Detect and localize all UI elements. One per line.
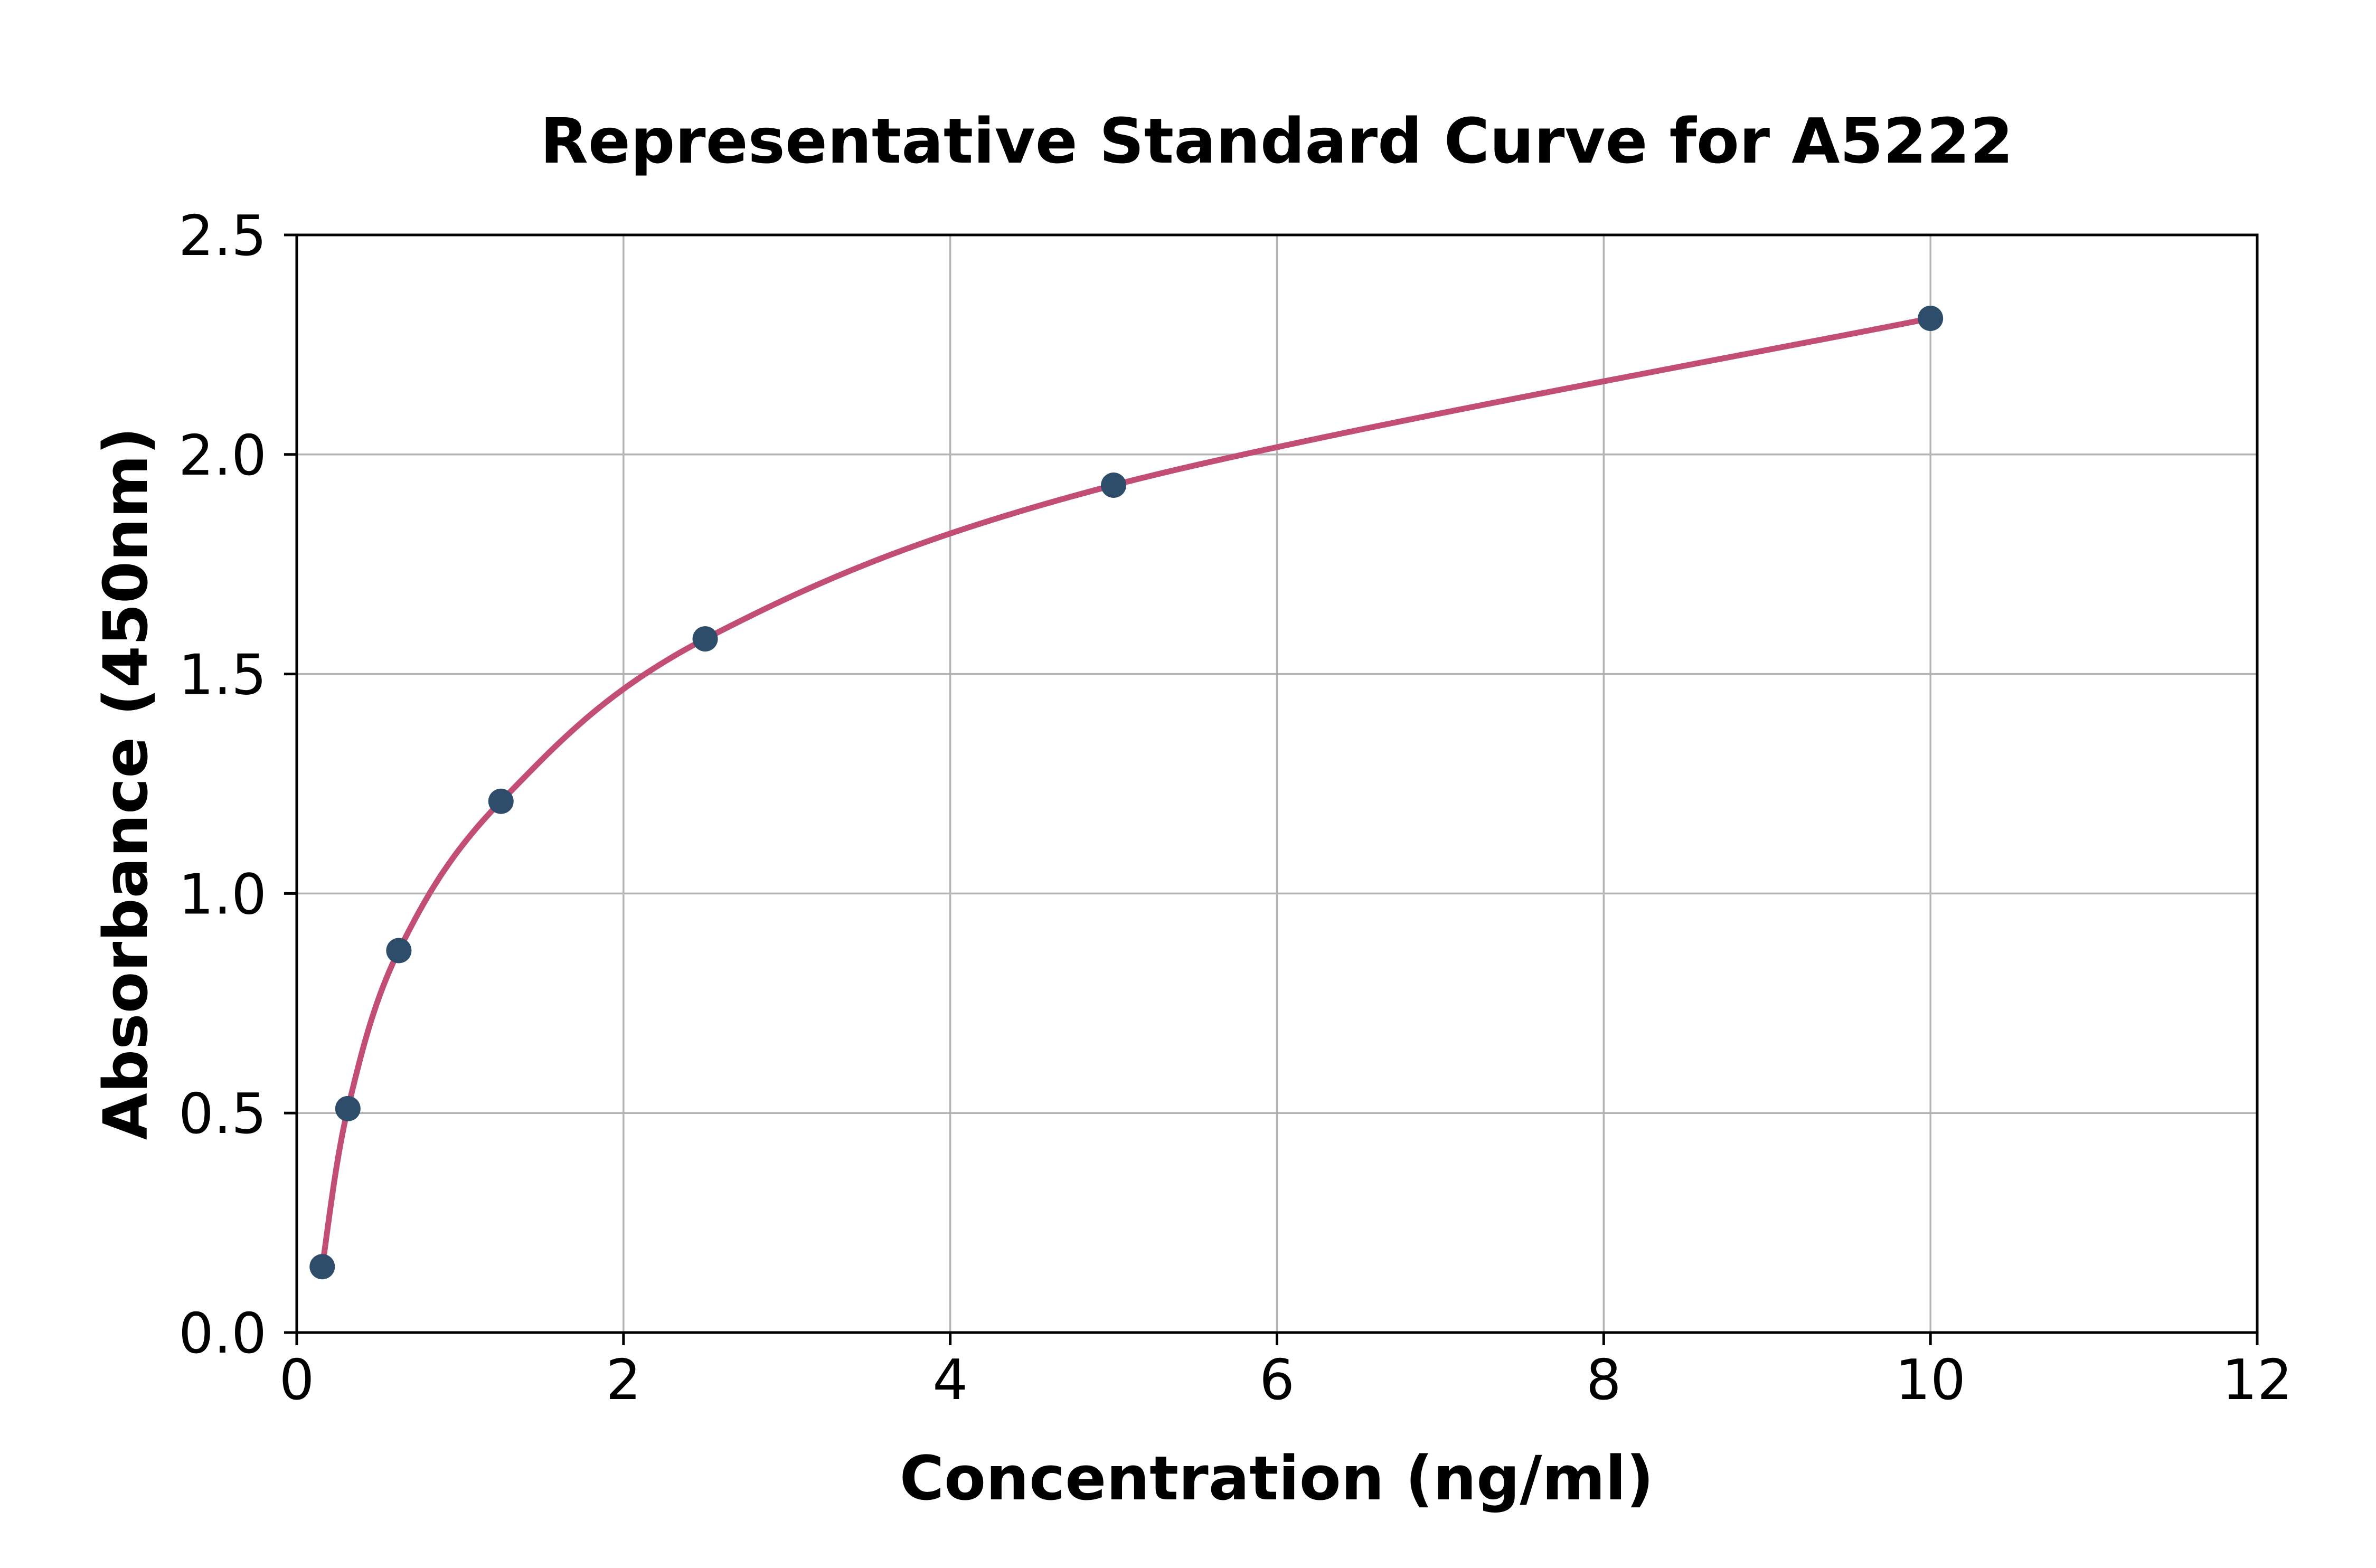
data-point-2.5 (692, 626, 718, 652)
x-tick-label-2: 2 (606, 1348, 641, 1412)
y-tick-label-0.5: 0.5 (178, 1082, 267, 1146)
y-axis-label: Absorbance (450nm) (91, 427, 162, 1140)
data-point-5 (1101, 473, 1127, 498)
data-point-0.313 (335, 1095, 361, 1121)
y-tick-label-0.0: 0.0 (178, 1301, 267, 1366)
chart-title: Representative Standard Curve for A5222 (540, 105, 2013, 177)
y-tick-label-1.0: 1.0 (178, 862, 267, 927)
grid-layer (296, 234, 2258, 1334)
x-tick-label-4: 4 (932, 1348, 968, 1412)
x-tick-label-12: 12 (2222, 1348, 2293, 1412)
x-axis-label: Concentration (ng/ml) (900, 1443, 1654, 1514)
data-point-0.625 (386, 938, 412, 964)
fit-curve (319, 315, 1934, 1270)
data-point-1.25 (488, 788, 514, 814)
tick-label-layer: 0 2 4 6 8 10 12 0.0 0.5 1.0 1.5 2.0 2.5 (178, 204, 2293, 1412)
y-tick-label-2.5: 2.5 (178, 204, 267, 268)
x-tick-label-10: 10 (1895, 1348, 1966, 1412)
tick-layer (284, 233, 2259, 1345)
x-tick-label-8: 8 (1586, 1348, 1621, 1412)
x-tick-label-6: 6 (1259, 1348, 1295, 1412)
x-tick-label-0: 0 (279, 1348, 315, 1412)
data-point-layer (309, 306, 1944, 1280)
y-tick-label-1.5: 1.5 (178, 643, 267, 707)
fit-curve-layer (319, 315, 1934, 1270)
data-point-10 (1918, 306, 1944, 332)
y-tick-label-2.0: 2.0 (178, 423, 267, 488)
data-point-0.156 (309, 1254, 335, 1280)
